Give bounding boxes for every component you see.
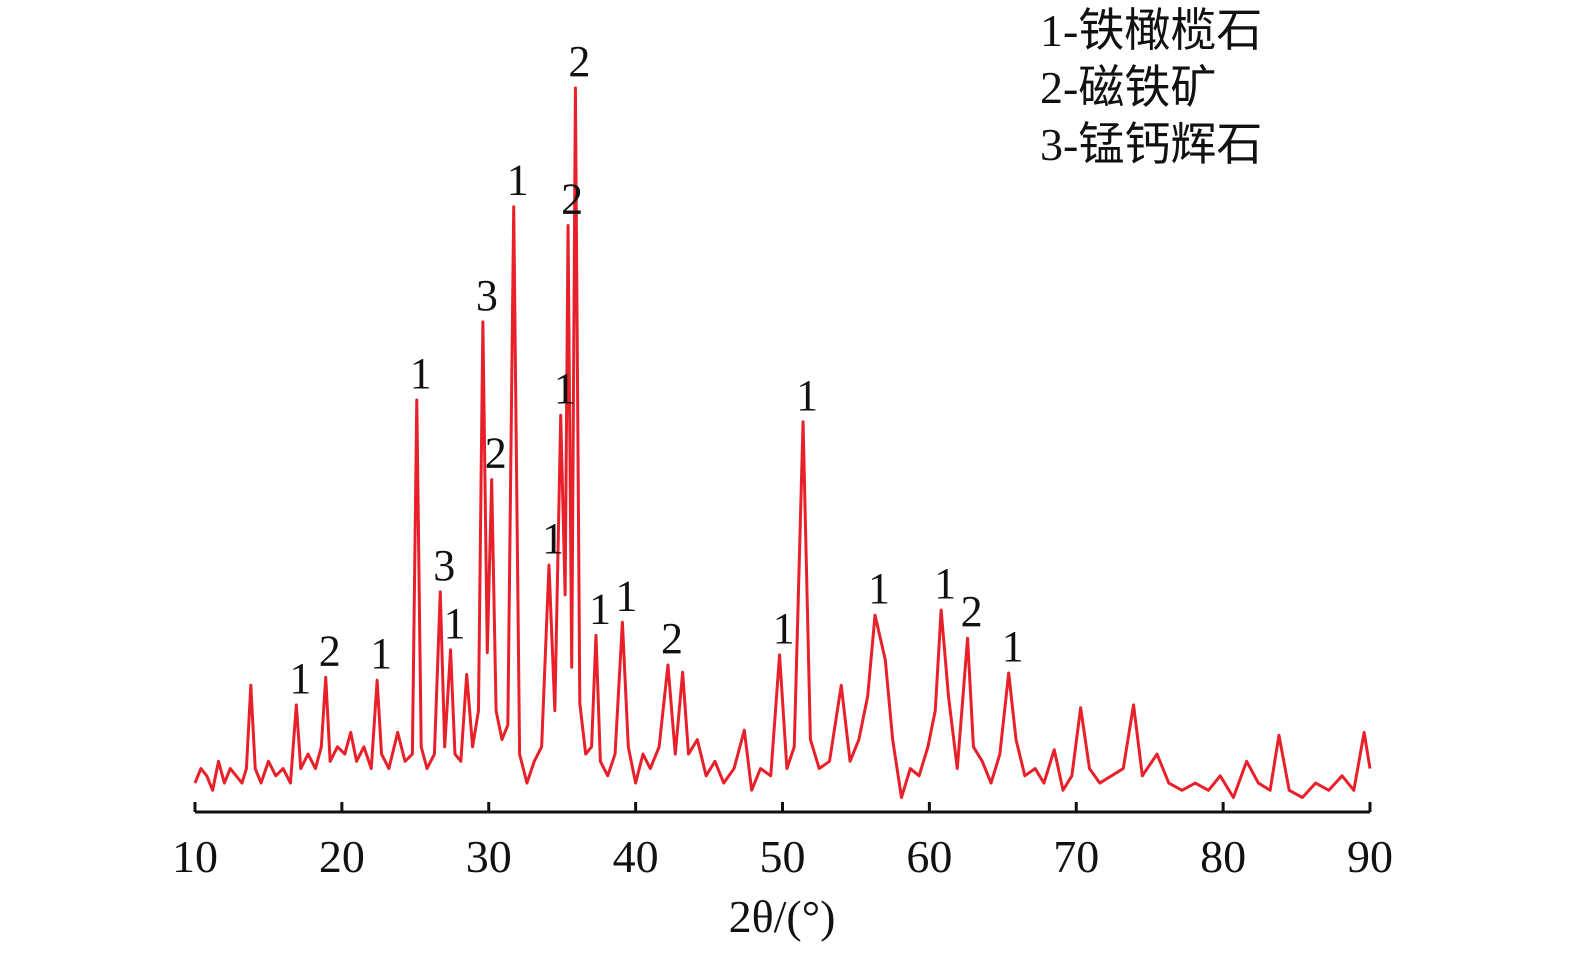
peak-label: 1 [444, 599, 466, 648]
peak-label: 1 [370, 629, 392, 678]
peak-label: 2 [319, 626, 341, 675]
x-tick-label: 40 [613, 831, 659, 882]
peak-label: 2 [661, 614, 683, 663]
legend-entry: 3-锰钙辉石 [1040, 119, 1262, 170]
x-axis-title: 2θ/(°) [729, 891, 836, 942]
x-tick-label: 60 [906, 831, 952, 882]
peak-label: 1 [615, 571, 637, 620]
x-tick-label: 30 [466, 831, 512, 882]
x-tick-label: 50 [760, 831, 806, 882]
peak-label: 1 [773, 604, 795, 653]
peak-label: 1 [542, 514, 564, 563]
peak-label: 1 [868, 564, 890, 613]
peak-label: 2 [568, 37, 590, 86]
peak-label: 2 [961, 587, 983, 636]
xrd-line [193, 86, 1372, 800]
x-tick-label: 70 [1053, 831, 1099, 882]
peak-label: 1 [554, 364, 576, 413]
peak-label: 1 [410, 349, 432, 398]
x-tick-label: 20 [319, 831, 365, 882]
peak-label: 1 [289, 654, 311, 703]
peak-label: 1 [796, 371, 818, 420]
peak-label: 2 [485, 429, 507, 478]
peak-label: 3 [433, 541, 455, 590]
peak-label: 1 [507, 156, 529, 205]
peak-label: 1 [589, 584, 611, 633]
x-tick-label: 10 [172, 831, 218, 882]
peak-label: 2 [561, 175, 583, 224]
peak-label: 1 [1002, 622, 1024, 671]
x-tick-label: 90 [1347, 831, 1393, 882]
x-tick-label: 80 [1200, 831, 1246, 882]
peak-label: 3 [476, 271, 498, 320]
peak-label: 1 [934, 559, 956, 608]
legend-entry: 2-磁铁矿 [1040, 62, 1216, 113]
legend-entry: 1-铁橄榄石 [1040, 5, 1262, 56]
